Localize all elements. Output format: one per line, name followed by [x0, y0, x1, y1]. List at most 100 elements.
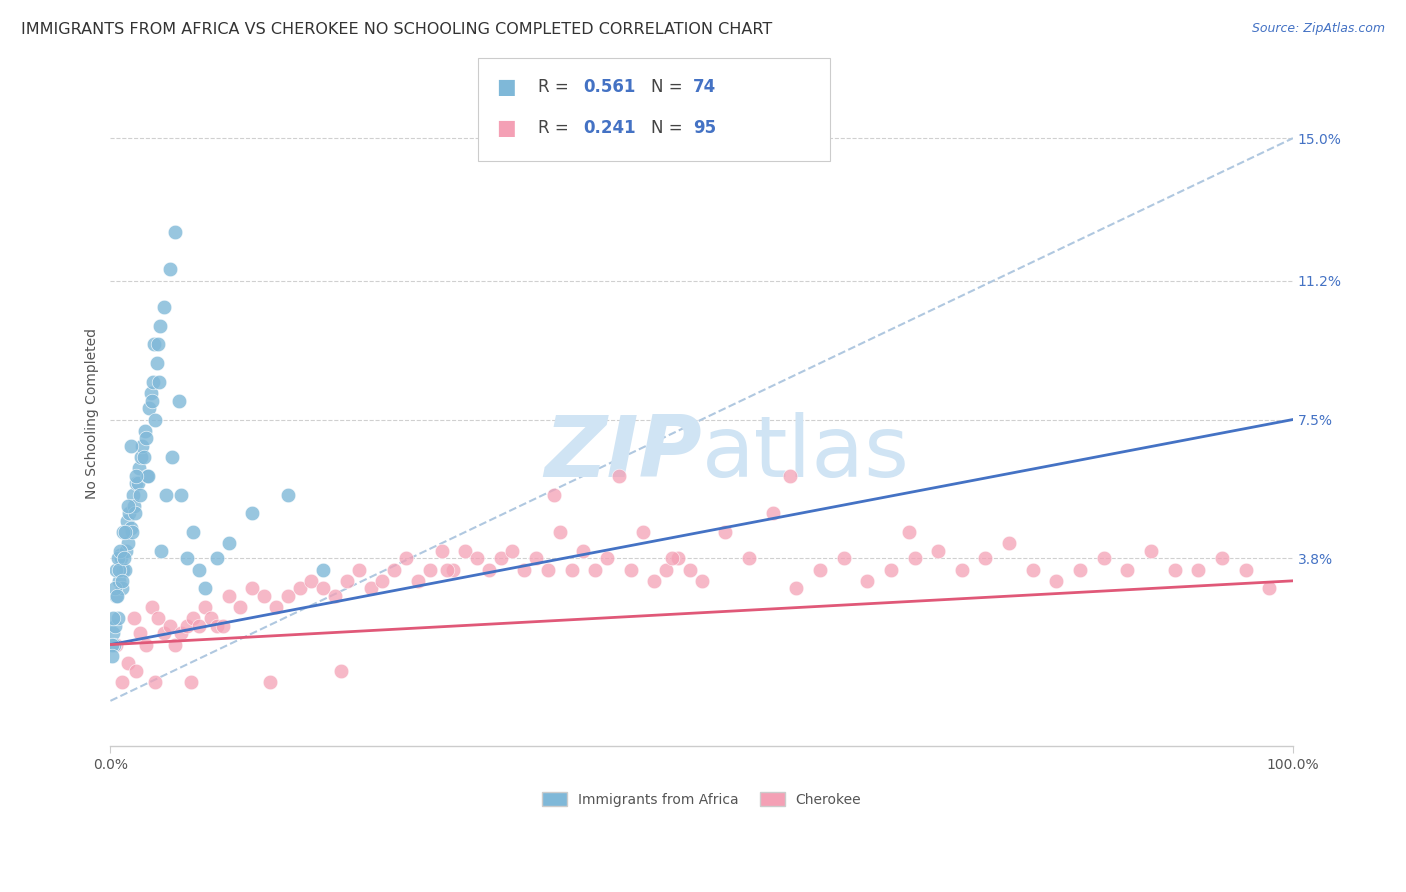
- Point: [134, 424, 156, 438]
- Point: [211, 619, 233, 633]
- Point: [142, 375, 165, 389]
- Point: [160, 450, 183, 464]
- Point: [188, 619, 211, 633]
- Point: [950, 563, 973, 577]
- Point: [690, 574, 713, 588]
- Point: [121, 524, 143, 539]
- Point: [104, 563, 127, 577]
- Point: [103, 638, 125, 652]
- Point: [218, 589, 240, 603]
- Point: [808, 563, 831, 577]
- Point: [103, 611, 125, 625]
- Point: [347, 563, 370, 577]
- Point: [596, 551, 619, 566]
- Point: [406, 574, 429, 588]
- Point: [465, 551, 488, 566]
- Point: [903, 551, 925, 566]
- Point: [655, 563, 678, 577]
- Point: [454, 543, 477, 558]
- Point: [125, 468, 148, 483]
- Point: [395, 551, 418, 566]
- Point: [1116, 563, 1139, 577]
- Point: [136, 468, 159, 483]
- Point: [643, 574, 665, 588]
- Point: [170, 626, 193, 640]
- Point: [880, 563, 903, 577]
- Point: [118, 506, 141, 520]
- Text: N =: N =: [651, 78, 688, 96]
- Point: [524, 551, 547, 566]
- Point: [548, 524, 571, 539]
- Point: [430, 543, 453, 558]
- Point: [114, 543, 136, 558]
- Point: [167, 393, 190, 408]
- Point: [114, 524, 136, 539]
- Point: [501, 543, 523, 558]
- Point: [159, 262, 181, 277]
- Point: [136, 468, 159, 483]
- Point: [679, 563, 702, 577]
- Point: [856, 574, 879, 588]
- Point: [117, 657, 139, 671]
- Point: [103, 582, 125, 596]
- Point: [561, 563, 583, 577]
- Point: [135, 431, 157, 445]
- Point: [104, 619, 127, 633]
- Point: [419, 563, 441, 577]
- Point: [152, 626, 174, 640]
- Point: [115, 514, 138, 528]
- Legend: Immigrants from Africa, Cherokee: Immigrants from Africa, Cherokee: [537, 787, 868, 813]
- Point: [513, 563, 536, 577]
- Point: [1211, 551, 1233, 566]
- Point: [1234, 563, 1257, 577]
- Point: [138, 401, 160, 416]
- Point: [111, 675, 134, 690]
- Point: [301, 574, 323, 588]
- Point: [105, 589, 128, 603]
- Point: [105, 638, 128, 652]
- Point: [105, 589, 128, 603]
- Point: [143, 675, 166, 690]
- Point: [1187, 563, 1209, 577]
- Point: [661, 551, 683, 566]
- Point: [180, 675, 202, 690]
- Point: [277, 487, 299, 501]
- Y-axis label: No Schooling Completed: No Schooling Completed: [86, 328, 100, 500]
- Text: R =: R =: [538, 119, 575, 136]
- Point: [141, 393, 163, 408]
- Point: [666, 551, 689, 566]
- Point: [312, 563, 335, 577]
- Point: [489, 551, 512, 566]
- Point: [111, 524, 134, 539]
- Point: [785, 582, 807, 596]
- Point: [288, 582, 311, 596]
- Point: [583, 563, 606, 577]
- Point: [129, 626, 152, 640]
- Text: 74: 74: [693, 78, 717, 96]
- Point: [312, 582, 335, 596]
- Point: [1140, 543, 1163, 558]
- Point: [478, 563, 501, 577]
- Text: 95: 95: [693, 119, 716, 136]
- Text: Source: ZipAtlas.com: Source: ZipAtlas.com: [1251, 22, 1385, 36]
- Point: [112, 563, 135, 577]
- Point: [974, 551, 997, 566]
- Point: [165, 225, 187, 239]
- Point: [631, 524, 654, 539]
- Point: [120, 521, 142, 535]
- Point: [607, 468, 630, 483]
- Point: [111, 582, 134, 596]
- Point: [125, 476, 148, 491]
- Point: [1258, 582, 1281, 596]
- Point: [371, 574, 394, 588]
- Point: [240, 582, 263, 596]
- Point: [620, 563, 643, 577]
- Point: [148, 375, 170, 389]
- Point: [714, 524, 737, 539]
- Point: [1045, 574, 1067, 588]
- Point: [194, 600, 217, 615]
- Point: [218, 536, 240, 550]
- Point: [110, 543, 132, 558]
- Point: [998, 536, 1021, 550]
- Text: IMMIGRANTS FROM AFRICA VS CHEROKEE NO SCHOOLING COMPLETED CORRELATION CHART: IMMIGRANTS FROM AFRICA VS CHEROKEE NO SC…: [21, 22, 772, 37]
